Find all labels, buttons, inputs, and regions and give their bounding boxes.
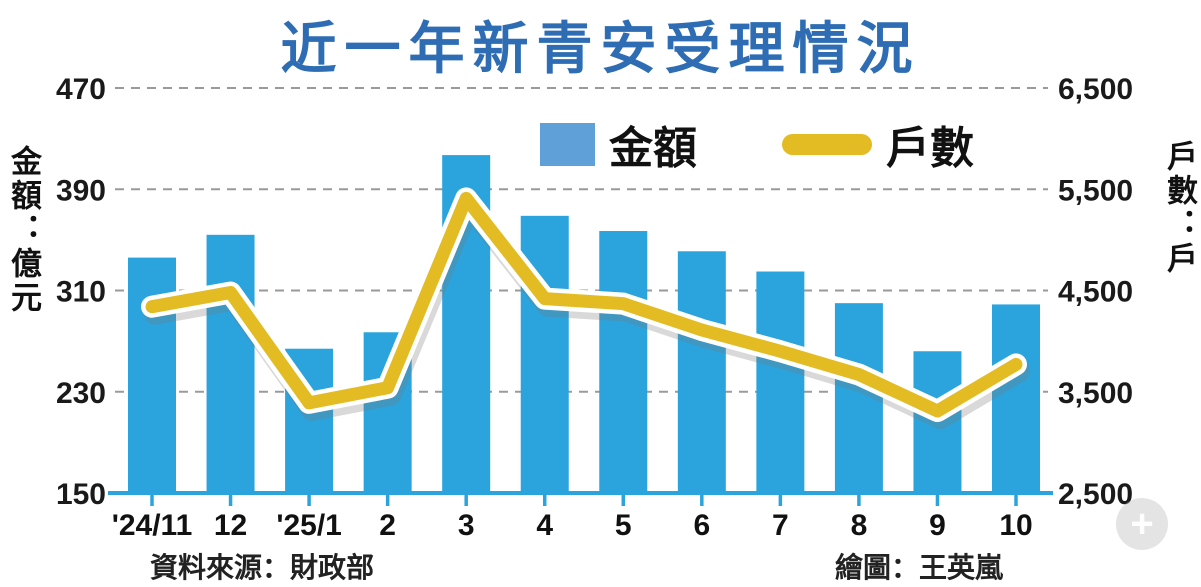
illustrator-credit: 繪圖：王英嵐 <box>835 552 1004 583</box>
legend-label-households: 戶數 <box>886 124 974 173</box>
bar-4 <box>520 215 569 493</box>
x-axis-label: 12 <box>214 509 247 542</box>
bar-7 <box>756 271 805 493</box>
left-axis-tick: 230 <box>56 377 106 410</box>
page-title: 近一年新青安受理情況 <box>280 17 921 80</box>
line-swatch-icon <box>782 133 872 155</box>
left-axis-tick: 150 <box>56 478 106 511</box>
x-axis-label: 9 <box>929 509 946 542</box>
x-axis-label: 6 <box>693 509 710 542</box>
x-axis-label: '24/11 <box>112 509 193 542</box>
x-axis-label: 5 <box>615 509 632 542</box>
bar-12 <box>206 234 255 493</box>
x-axis-label: 4 <box>536 509 553 542</box>
left-axis-tick: 390 <box>56 174 106 207</box>
x-axis-label: 10 <box>999 509 1032 542</box>
legend-item-amount: 金額 <box>540 112 697 176</box>
households-line <box>145 191 1023 418</box>
legend-label-amount: 金額 <box>609 124 697 173</box>
right-axis-tick: 2,500 <box>1058 478 1133 511</box>
bar-swatch-icon <box>540 122 595 166</box>
bar-10 <box>992 304 1040 493</box>
legend-item-households: 戶數 <box>782 112 974 176</box>
x-axis-label: 2 <box>379 509 396 542</box>
right-axis-unit-label: 戶數：戶 <box>1162 140 1197 276</box>
bar-9 <box>913 351 962 493</box>
x-axis-label: 3 <box>458 509 475 542</box>
data-source-note: 資料來源：財政部 <box>150 552 375 583</box>
right-axis-tick: 4,500 <box>1058 276 1133 309</box>
right-axis-tick: 3,500 <box>1058 377 1133 410</box>
bar-5 <box>599 231 648 493</box>
x-axis-label: 7 <box>772 509 789 542</box>
right-axis-tick: 6,500 <box>1058 73 1133 106</box>
left-axis-tick: 470 <box>56 73 106 106</box>
right-axis-tick: 5,500 <box>1058 174 1133 207</box>
bar-8 <box>834 303 883 493</box>
left-axis-unit-label: 金額：億元 <box>6 145 41 315</box>
left-axis-tick: 310 <box>56 276 106 309</box>
x-axis-label: '25/1 <box>276 509 342 542</box>
bar-6 <box>677 251 726 493</box>
zoom-in-icon[interactable]: + <box>1116 498 1168 550</box>
x-axis-label: 8 <box>851 509 868 542</box>
